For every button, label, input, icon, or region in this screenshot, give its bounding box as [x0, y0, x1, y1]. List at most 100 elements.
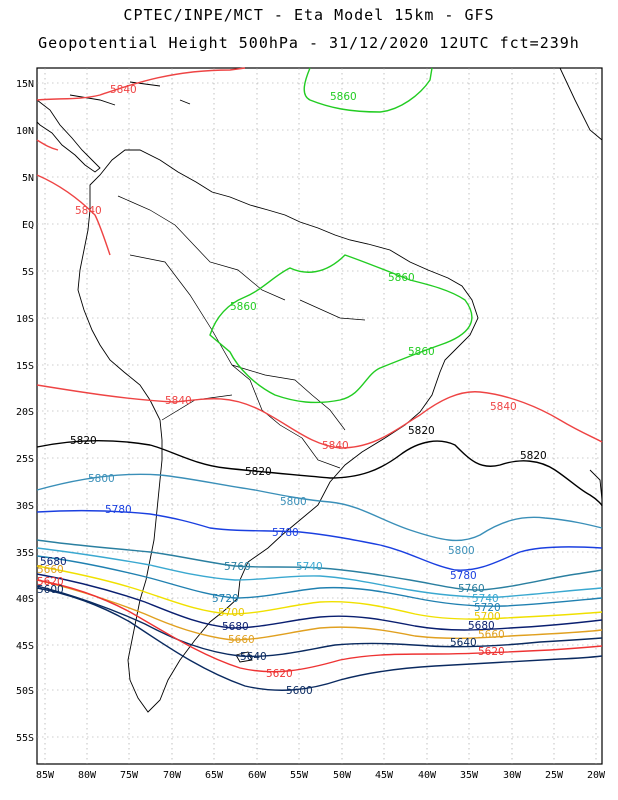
contour-label: 5820	[245, 466, 272, 478]
lon-label: 80W	[78, 770, 97, 781]
contour-label: 5820	[520, 450, 547, 462]
contour-label: 5860	[388, 272, 415, 284]
contour-5600	[36, 587, 603, 691]
coastlines	[36, 67, 603, 713]
lat-label: 45S	[16, 641, 34, 652]
contour-label: 5780	[272, 527, 299, 539]
contour-label: 5660	[478, 629, 505, 641]
contour-5640	[36, 585, 603, 658]
contour-label: 5680	[222, 621, 249, 633]
lon-label: 35W	[460, 770, 479, 781]
lon-label: 30W	[503, 770, 522, 781]
contour-5840-west	[36, 174, 111, 256]
falklands-coastline	[235, 651, 253, 663]
lat-label: 50S	[16, 686, 34, 697]
lon-label: 45W	[375, 770, 394, 781]
caribbean-coastline	[69, 81, 191, 106]
country-borders	[117, 195, 366, 469]
lon-label: 50W	[333, 770, 352, 781]
contour-label: 5640	[240, 651, 267, 663]
contour-label: 5600	[286, 685, 313, 697]
contour-labels: 5840 5860 5840 5860 5860 5860 5840 5840 …	[37, 84, 547, 697]
contour-label: 5700	[474, 611, 501, 623]
lon-label: 25W	[545, 770, 564, 781]
contour-5860-north	[303, 67, 433, 113]
lat-label: 10S	[16, 314, 34, 325]
lon-label: 55W	[290, 770, 309, 781]
chart-title-line2: Geopotential Height 500hPa - 31/12/2020 …	[38, 34, 580, 52]
central-america-coastline	[36, 99, 101, 173]
contour-label: 5680	[40, 556, 67, 568]
contour-lines	[36, 67, 603, 691]
contour-label: 5720	[212, 593, 239, 605]
contour-5840-south	[36, 384, 603, 449]
contour-label: 5840	[110, 84, 137, 96]
contour-label: 5800	[88, 473, 115, 485]
longitude-labels: 85W 80W 75W 70W 65W 60W 55W 50W 45W 40W …	[36, 770, 606, 781]
lat-label: 35S	[16, 548, 34, 559]
contour-5700	[36, 565, 603, 620]
contour-label: 5840	[165, 395, 192, 407]
lat-label: 15N	[16, 79, 34, 90]
contour-label: 5720	[474, 602, 501, 614]
africa-south	[589, 469, 603, 501]
contour-label: 5760	[458, 583, 485, 595]
chart-title-line1: CPTEC/INPE/MCT - Eta Model 15km - GFS	[123, 6, 495, 24]
contour-label: 5620	[266, 668, 293, 680]
contour-5720	[36, 555, 603, 607]
lat-label: 20S	[16, 407, 34, 418]
contour-label: 5620	[478, 646, 505, 658]
contour-label: 5800	[280, 496, 307, 508]
lat-label: 10N	[16, 126, 34, 137]
contour-label: 5640	[450, 637, 477, 649]
contour-5840-north	[36, 67, 246, 101]
contour-5660	[36, 579, 603, 641]
contour-5800	[36, 473, 603, 542]
lat-label: 30S	[16, 501, 34, 512]
contour-label: 5660	[228, 634, 255, 646]
contour-label: 5780	[450, 570, 477, 582]
lon-label: 20W	[587, 770, 606, 781]
contour-label: 5740	[296, 561, 323, 573]
contour-label: 5820	[70, 435, 97, 447]
south-america-coastline	[77, 149, 479, 713]
lat-label: 55S	[16, 733, 34, 744]
lon-label: 65W	[205, 770, 224, 781]
contour-5780	[36, 510, 603, 571]
contour-label: 5860	[408, 346, 435, 358]
africa-coastline	[559, 67, 603, 141]
contour-label: 5840	[490, 401, 517, 413]
contour-label: 5680	[468, 620, 495, 632]
lon-label: 40W	[418, 770, 437, 781]
contour-5860-interior	[209, 254, 473, 404]
lon-label: 60W	[248, 770, 267, 781]
contour-label: 5600	[37, 584, 64, 596]
contour-5620	[36, 579, 603, 673]
contour-label: 5660	[37, 564, 64, 576]
contour-label: 5740	[472, 593, 499, 605]
contour-5740	[36, 547, 603, 598]
lat-label: 5N	[22, 173, 34, 184]
contour-label: 5800	[448, 545, 475, 557]
lon-label: 70W	[163, 770, 182, 781]
contour-label: 5780	[105, 504, 132, 516]
lat-label: 25S	[16, 454, 34, 465]
lat-label: 40S	[16, 594, 34, 605]
contour-5760	[36, 539, 603, 591]
contour-5820	[36, 440, 603, 507]
lon-label: 85W	[36, 770, 55, 781]
lat-label: 5S	[22, 267, 34, 278]
lat-label: EQ	[22, 220, 34, 231]
contour-label: 5760	[224, 561, 251, 573]
map-frame	[36, 67, 603, 765]
contour-label: 5840	[75, 205, 102, 217]
contour-label: 5860	[330, 91, 357, 103]
lon-label: 75W	[120, 770, 139, 781]
latitude-labels: 15N 10N 5N EQ 5S 10S 15S 20S 25S 30S 35S…	[16, 79, 34, 744]
contour-label: 5820	[408, 425, 435, 437]
contour-label: 5840	[322, 440, 349, 452]
lat-label: 15S	[16, 361, 34, 372]
contour-5680	[36, 573, 603, 631]
contour-label: 5620	[37, 576, 64, 588]
